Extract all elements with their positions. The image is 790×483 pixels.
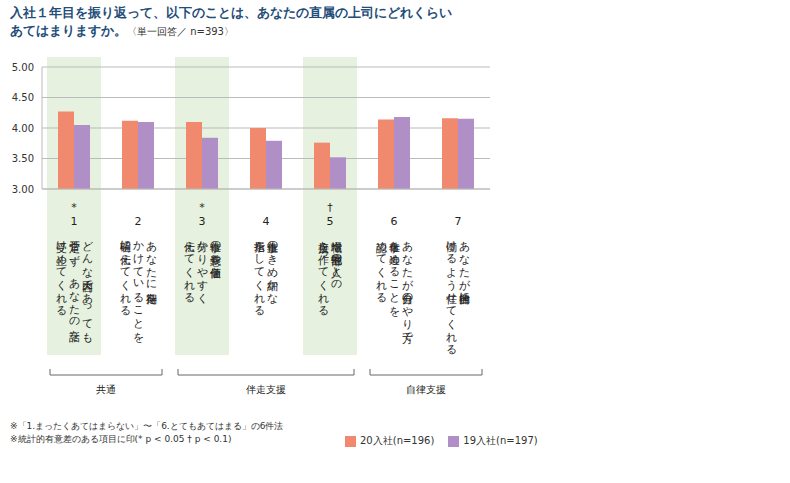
svg-text:かけていることを: かけていることを <box>132 233 145 343</box>
svg-text:分かりやすく: 分かりやすく <box>196 233 209 304</box>
html-text:あてはまりますか。〈単一回答／ n=393〉: あてはまりますか。〈単一回答／ n=393〉 <box>10 23 234 38</box>
svg-text:2: 2 <box>135 215 142 228</box>
svg-text:仕事上のきめ細かな: 仕事上のきめ細かな <box>266 233 280 304</box>
svg-text:3: 3 <box>199 215 206 228</box>
svg-text:4.50: 4.50 <box>12 92 34 103</box>
html-text:20入社(n=196): 20入社(n=196) <box>360 435 435 446</box>
svg-text:仕事の意義や価値を: 仕事の意義や価値を <box>209 233 223 279</box>
svg-text:6: 6 <box>391 215 398 228</box>
svg-text:あなたに期待を: あなたに期待を <box>145 233 158 305</box>
html-text:入社１年目を振り返って、以下のことは、あなたの直属の上司にど: 入社１年目を振り返って、以下のことは、あなたの直属の上司にどれくらい <box>10 5 452 20</box>
svg-text:伴走支援: 伴走支援 <box>246 384 286 395</box>
svg-text:否定せず、あなたの話を: 否定せず、あなたの話を <box>68 233 81 343</box>
svg-text:働けるよう任せてくれる: 働けるよう任せてくれる <box>445 233 459 355</box>
svg-text:5: 5 <box>327 215 334 228</box>
svg-text:*: * <box>71 201 77 214</box>
svg-text:共通: 共通 <box>96 384 116 395</box>
svg-text:*: * <box>199 201 205 214</box>
svg-text:4: 4 <box>263 215 270 228</box>
svg-text:†: † <box>327 201 333 214</box>
svg-text:7: 7 <box>455 215 462 228</box>
svg-text:伝えてくれる: 伝えてくれる <box>183 233 196 303</box>
svg-text:接点を作ってくれる: 接点を作ってくれる <box>317 233 331 316</box>
svg-text:明確に伝えてくれる: 明確に伝えてくれる <box>119 233 133 316</box>
svg-text:あなたが自律的に: あなたが自律的に <box>458 233 471 305</box>
svg-text:職場や他部署の人との: 職場や他部署の人との <box>330 233 344 288</box>
svg-text:1: 1 <box>71 215 78 228</box>
svg-text:どんな内容であっても: どんな内容であっても <box>81 233 94 343</box>
svg-text:仕事を進めることを: 仕事を進めることを <box>388 233 401 317</box>
svg-text:指示をしてくれる: 指示をしてくれる <box>253 233 267 316</box>
svg-text:受け止めてくれる: 受け止めてくれる <box>55 233 68 316</box>
html-text:※「1.まったくあてはまらない」〜「6.とてもあてはまる」の: ※「1.まったくあてはまらない」〜「6.とてもあてはまる」の6件法 <box>10 421 284 431</box>
html-text:※統計的有意差のある項目に印(* p < 0.05 † p: ※統計的有意差のある項目に印(* p < 0.05 † p < 0.1) <box>10 434 232 444</box>
html-text:19入社(n=197): 19入社(n=197) <box>463 435 538 446</box>
svg-text:5.00: 5.00 <box>12 62 34 73</box>
svg-text:4.00: 4.00 <box>12 123 34 134</box>
svg-text:3.50: 3.50 <box>12 153 34 164</box>
svg-text:あなたが自分のやり方で: あなたが自分のやり方で <box>401 233 414 345</box>
svg-text:自律支援: 自律支援 <box>406 384 446 395</box>
svg-text:3.00: 3.00 <box>12 184 34 195</box>
svg-text:認めてくれる: 認めてくれる <box>375 233 388 303</box>
